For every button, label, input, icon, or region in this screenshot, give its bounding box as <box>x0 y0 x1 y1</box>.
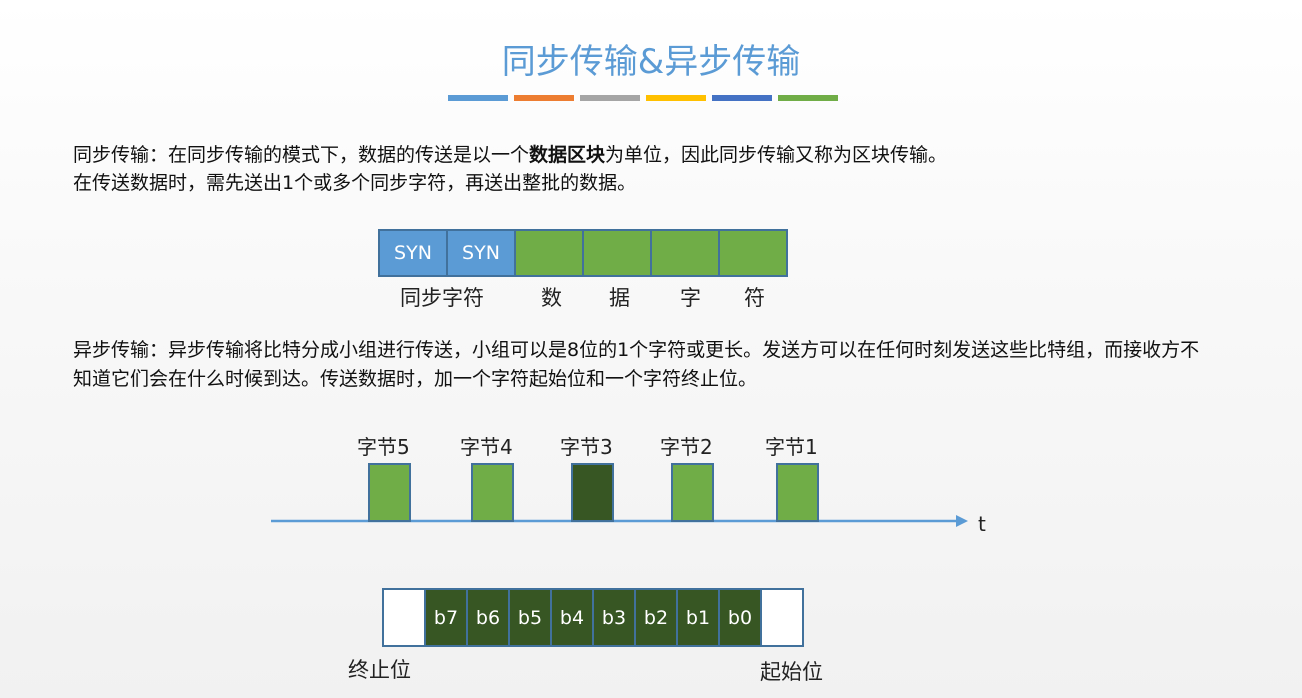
stop-bit-label: 终止位 <box>348 658 411 682</box>
byte-label: 字节3 <box>560 435 613 459</box>
sync-label: 同步字符 <box>400 286 484 310</box>
bit-cell: b2 <box>634 588 678 647</box>
bit-cell: b6 <box>466 588 510 647</box>
sync-paragraph: 同步传输：在同步传输的模式下，数据的传送是以一个数据区块为单位，因此同步传输又称… <box>73 141 1223 197</box>
byte-box <box>776 463 819 522</box>
sync-text-post: 为单位，因此同步传输又称为区块传输。 <box>605 144 948 166</box>
syn-cell: SYN <box>378 229 448 277</box>
title-bar-segment <box>712 95 772 101</box>
framing-bit-cell <box>760 588 804 647</box>
bit-cell: b1 <box>676 588 720 647</box>
sync-label: 数 <box>541 286 562 310</box>
byte-box <box>471 463 514 522</box>
start-bit-label: 起始位 <box>760 660 823 684</box>
byte-box <box>571 463 614 522</box>
axis-label: t <box>978 512 986 536</box>
async-paragraph: 异步传输：异步传输将比特分成小组进行传送，小组可以是8位的1个字符或更长。发送方… <box>73 339 1200 390</box>
slide-title: 同步传输&异步传输 <box>501 42 801 82</box>
title-bar-segment <box>580 95 640 101</box>
bit-cell: b0 <box>718 588 762 647</box>
data-cell <box>718 229 788 277</box>
title-bar-segment <box>448 95 508 101</box>
bit-cell: b7 <box>424 588 468 647</box>
title-bar-segment <box>646 95 706 101</box>
sync-text-bold: 数据区块 <box>529 144 606 166</box>
byte-box <box>671 463 714 522</box>
data-cell <box>514 229 584 277</box>
byte-label: 字节5 <box>357 435 410 459</box>
byte-box <box>368 463 411 522</box>
byte-label: 字节2 <box>660 435 713 459</box>
data-cell <box>582 229 652 277</box>
byte-label: 字节4 <box>460 435 513 459</box>
syn-cell: SYN <box>446 229 516 277</box>
arrow-head-icon <box>956 515 968 527</box>
title-bar-segment <box>514 95 574 101</box>
sync-label: 字 <box>680 286 701 310</box>
sync-label: 符 <box>744 286 765 310</box>
framing-bit-cell <box>382 588 426 647</box>
bit-cell: b5 <box>508 588 552 647</box>
byte-label: 字节1 <box>765 435 818 459</box>
bit-cell: b4 <box>550 588 594 647</box>
title-bar-segment <box>778 95 838 101</box>
bit-cell: b3 <box>592 588 636 647</box>
sync-label: 据 <box>609 286 630 310</box>
sync-text-pre: 同步传输：在同步传输的模式下，数据的传送是以一个 <box>73 144 530 166</box>
sync-text-line2: 在传送数据时，需先送出1个或多个同步字符，再送出整批的数据。 <box>73 172 637 194</box>
data-cell <box>650 229 720 277</box>
